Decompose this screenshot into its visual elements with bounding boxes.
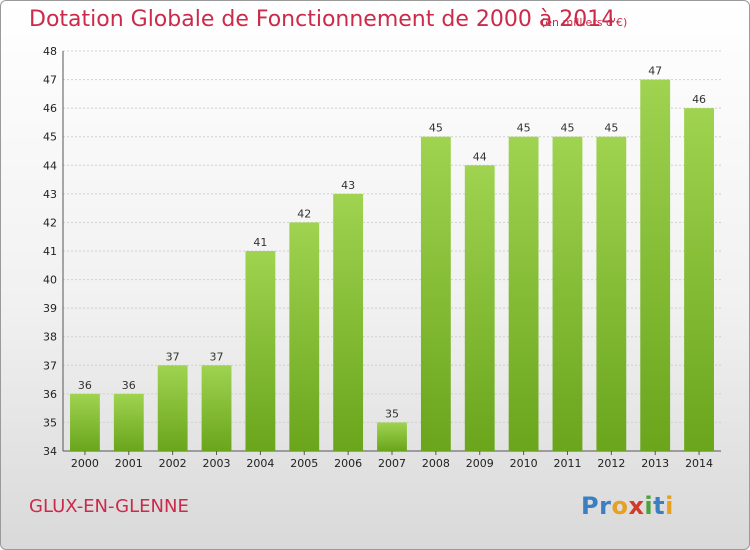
bar-2009	[464, 165, 495, 452]
bar-2008	[420, 136, 451, 451]
x-tick-label: 2014	[685, 457, 713, 470]
value-label: 47	[648, 65, 662, 78]
bars	[70, 79, 714, 452]
labels: 36 36 37 37 41 42 43 35 45 44 45 45 45 47 46	[78, 65, 706, 421]
y-tick-label: 41	[43, 245, 57, 258]
y-tick-label: 40	[43, 274, 57, 287]
y-tick-label: 36	[43, 388, 57, 401]
value-label: 45	[429, 122, 443, 135]
value-label: 41	[253, 236, 267, 249]
bar-2002	[157, 365, 188, 451]
value-label: 37	[166, 350, 180, 363]
x-tick-label: 2012	[597, 457, 625, 470]
proxiti-logo[interactable]: Proxiti	[581, 492, 674, 520]
chart-title: Dotation Globale de Fonctionnement de 20…	[29, 7, 616, 32]
x-tick-label: 2008	[422, 457, 450, 470]
bar-2005	[289, 222, 320, 451]
value-label: 45	[517, 122, 531, 135]
y-tick-label: 34	[43, 445, 57, 458]
y-tick-label: 38	[43, 331, 57, 344]
y-tick-label: 43	[43, 188, 57, 201]
value-label: 45	[560, 122, 574, 135]
bar-2000	[70, 393, 100, 451]
x-tick-label: 2007	[378, 457, 406, 470]
y-tick-label: 45	[43, 131, 57, 144]
x-tick-label: 2009	[466, 457, 494, 470]
bar-2001	[113, 393, 144, 451]
y-tick-label: 35	[43, 416, 57, 429]
logo-letter: x	[628, 492, 645, 520]
bar-2006	[333, 193, 364, 451]
value-label: 45	[604, 122, 618, 135]
unit-note: (en milliers d'€)	[541, 16, 628, 29]
bar-2013	[640, 79, 671, 452]
value-label: 42	[297, 207, 311, 220]
x-tick-label: 2010	[510, 457, 538, 470]
logo-letter: o	[611, 492, 629, 520]
x-tick-label: 2000	[71, 457, 99, 470]
logo-letter: P	[581, 492, 600, 520]
bar-2007	[377, 422, 407, 451]
x-tick-label: 2001	[115, 457, 143, 470]
logo-letter: r	[599, 492, 612, 520]
value-label: 35	[385, 407, 399, 420]
x-tick-label: 2002	[159, 457, 187, 470]
bar-2004	[245, 251, 276, 451]
y-tick-label: 37	[43, 359, 57, 372]
value-label: 43	[341, 179, 355, 192]
bar-2011	[552, 136, 583, 451]
bar-2012	[596, 136, 627, 451]
value-label: 36	[122, 379, 136, 392]
bar-2010	[508, 136, 539, 451]
logo-letter: i	[665, 492, 674, 520]
x-tick-label: 2011	[553, 457, 581, 470]
y-tick-label: 46	[43, 102, 57, 115]
commune-name: GLUX-EN-GLENNE	[29, 496, 189, 517]
y-tick-label: 47	[43, 74, 57, 87]
x-tick-label: 2004	[246, 457, 274, 470]
logo-letter: i	[644, 492, 654, 520]
value-label: 36	[78, 379, 92, 392]
logo-letter: t	[653, 492, 666, 520]
value-label: 37	[210, 350, 224, 363]
y-tick-label: 39	[43, 302, 57, 315]
y-tick-label: 42	[43, 216, 57, 229]
x-tick-label: 2013	[641, 457, 669, 470]
bar-2014	[684, 108, 714, 452]
value-label: 44	[473, 150, 487, 163]
y-tick-label: 48	[43, 45, 57, 58]
x-tick-label: 2003	[203, 457, 231, 470]
value-label: 46	[692, 93, 706, 106]
x-tick-label: 2006	[334, 457, 362, 470]
x-tick-label: 2005	[290, 457, 318, 470]
bar-2003	[201, 365, 232, 451]
y-tick-label: 44	[43, 159, 57, 172]
